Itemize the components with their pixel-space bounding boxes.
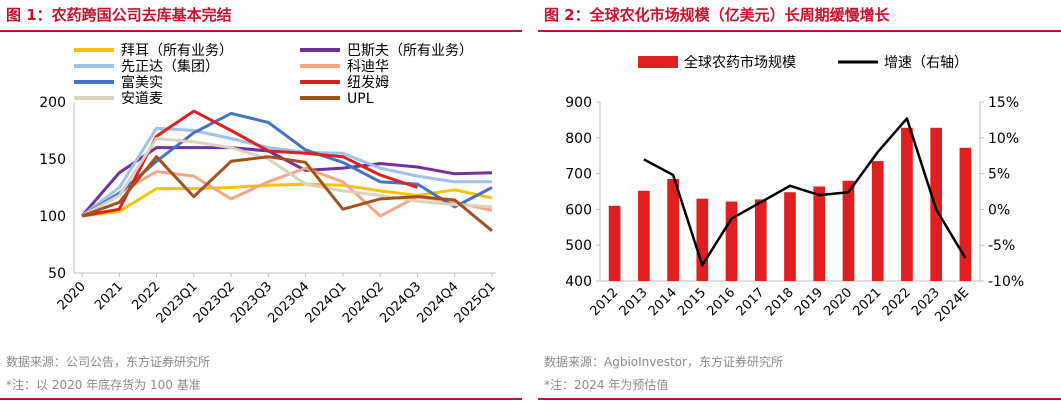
right-chart-title: 图 2：全球农化市场规模（亿美元）长周期缓慢增长 xyxy=(544,6,890,24)
left-y-tick-label: 50 xyxy=(48,266,66,282)
right-y2-tick-label: 0% xyxy=(988,202,1010,218)
right-y-tick-label: 500 xyxy=(565,238,592,254)
right-x-tick-label: 2013 xyxy=(617,285,651,319)
left-x-tick-label: 2025Q1 xyxy=(452,279,499,326)
right-y2-tick-label: 15% xyxy=(988,95,1019,111)
right-legend-line-label: 增速（右轴） xyxy=(884,55,968,71)
left-chart-panel: 图 1：农药跨国公司去库基本完结 50 100 150 200 2020 2021 2022… xyxy=(0,0,522,402)
left-legend-label: 先正达（集团） xyxy=(121,58,219,75)
left-y-tick-label: 200 xyxy=(39,95,66,111)
right-legend-bar-label: 全球农药市场规模 xyxy=(684,54,796,71)
right-bar xyxy=(784,192,796,281)
left-y-tick-label: 100 xyxy=(39,209,66,225)
left-x-tick-label: 2021 xyxy=(92,279,126,313)
right-x-tick-label: 2022 xyxy=(880,285,914,319)
right-x-tick-label: 2012 xyxy=(587,285,621,319)
right-bar xyxy=(638,190,650,281)
right-x-tick-label: 2019 xyxy=(792,285,826,319)
left-footnote: *注：以 2020 年底存货为 100 基准 xyxy=(6,378,201,392)
right-x-tick-label: 2020 xyxy=(821,285,855,319)
right-bar xyxy=(608,205,621,281)
right-y-tick-label: 400 xyxy=(565,274,592,290)
right-bar xyxy=(930,127,942,281)
left-x-tick-label: 2020 xyxy=(55,279,89,313)
right-bar xyxy=(667,178,679,281)
left-bottom-rule xyxy=(0,398,522,400)
left-legend-label: 科迪华 xyxy=(347,59,389,75)
right-x-tick-label: 2021 xyxy=(851,285,885,319)
right-x-tick-label: 2017 xyxy=(734,285,768,319)
left-series-line-6 xyxy=(81,109,418,218)
right-y-tick-label: 600 xyxy=(565,202,592,218)
left-chart-title: 图 1：农药跨国公司去库基本完结 xyxy=(6,6,232,24)
right-bar xyxy=(959,147,972,281)
right-title-rule xyxy=(538,30,1061,32)
right-y-tick-label: 800 xyxy=(565,131,592,147)
left-legend-label: 富美实 xyxy=(121,74,163,91)
right-legend-bar-swatch xyxy=(638,56,678,68)
right-bottom-rule xyxy=(538,398,1061,400)
right-bar xyxy=(725,201,738,281)
left-legend-label: UPL xyxy=(347,91,374,107)
right-bar xyxy=(696,198,709,281)
right-x-tick-label: 2016 xyxy=(704,285,738,319)
right-growth-line xyxy=(643,117,967,267)
right-x-tick-label: 2018 xyxy=(763,285,797,319)
right-bar xyxy=(901,127,913,281)
right-y2-tick-label: 5% xyxy=(988,167,1010,183)
right-bar xyxy=(754,199,767,281)
left-series-line-3 xyxy=(81,126,492,218)
right-x-tick-label: 2015 xyxy=(675,285,709,319)
right-y-tick-label: 900 xyxy=(565,95,592,111)
left-legend-label: 安道麦 xyxy=(121,91,163,107)
right-y2-tick-label: -5% xyxy=(988,238,1015,254)
right-bar xyxy=(813,186,826,281)
right-y-tick-label: 700 xyxy=(565,167,592,183)
right-x-tick-label: 2014 xyxy=(646,285,680,319)
left-x-tick-label: 2022 xyxy=(129,279,163,313)
left-title-rule xyxy=(0,30,522,32)
left-y-tick-label: 150 xyxy=(39,152,66,168)
left-legend-label: 巴斯夫（所有业务） xyxy=(347,43,473,59)
left-source: 数据来源：公司公告，东方证券研究所 xyxy=(6,355,211,369)
right-bar xyxy=(842,180,855,281)
left-series-line-7 xyxy=(81,137,493,218)
right-footnote: *注：2024 年为预估值 xyxy=(544,378,669,392)
right-x-tick-label: 2024E xyxy=(932,285,972,325)
left-series-line-8 xyxy=(81,155,493,232)
right-bar xyxy=(871,161,884,281)
left-legend-label: 拜耳（所有业务） xyxy=(121,43,233,59)
right-y2-tick-label: 10% xyxy=(988,131,1019,147)
left-legend-label: 纽发姆 xyxy=(347,75,389,91)
right-chart-panel: 图 2：全球农化市场规模（亿美元）长周期缓慢增长 400 500 600 700 800… xyxy=(538,0,1061,402)
right-chart-svg: 400500600700800900-10%-5%0%5%10%15%20122… xyxy=(565,54,1024,325)
right-y2-tick-label: -10% xyxy=(988,274,1024,290)
right-source: 数据来源：AgbioInvestor，东方证券研究所 xyxy=(544,355,783,369)
left-series-line-1 xyxy=(81,182,493,218)
